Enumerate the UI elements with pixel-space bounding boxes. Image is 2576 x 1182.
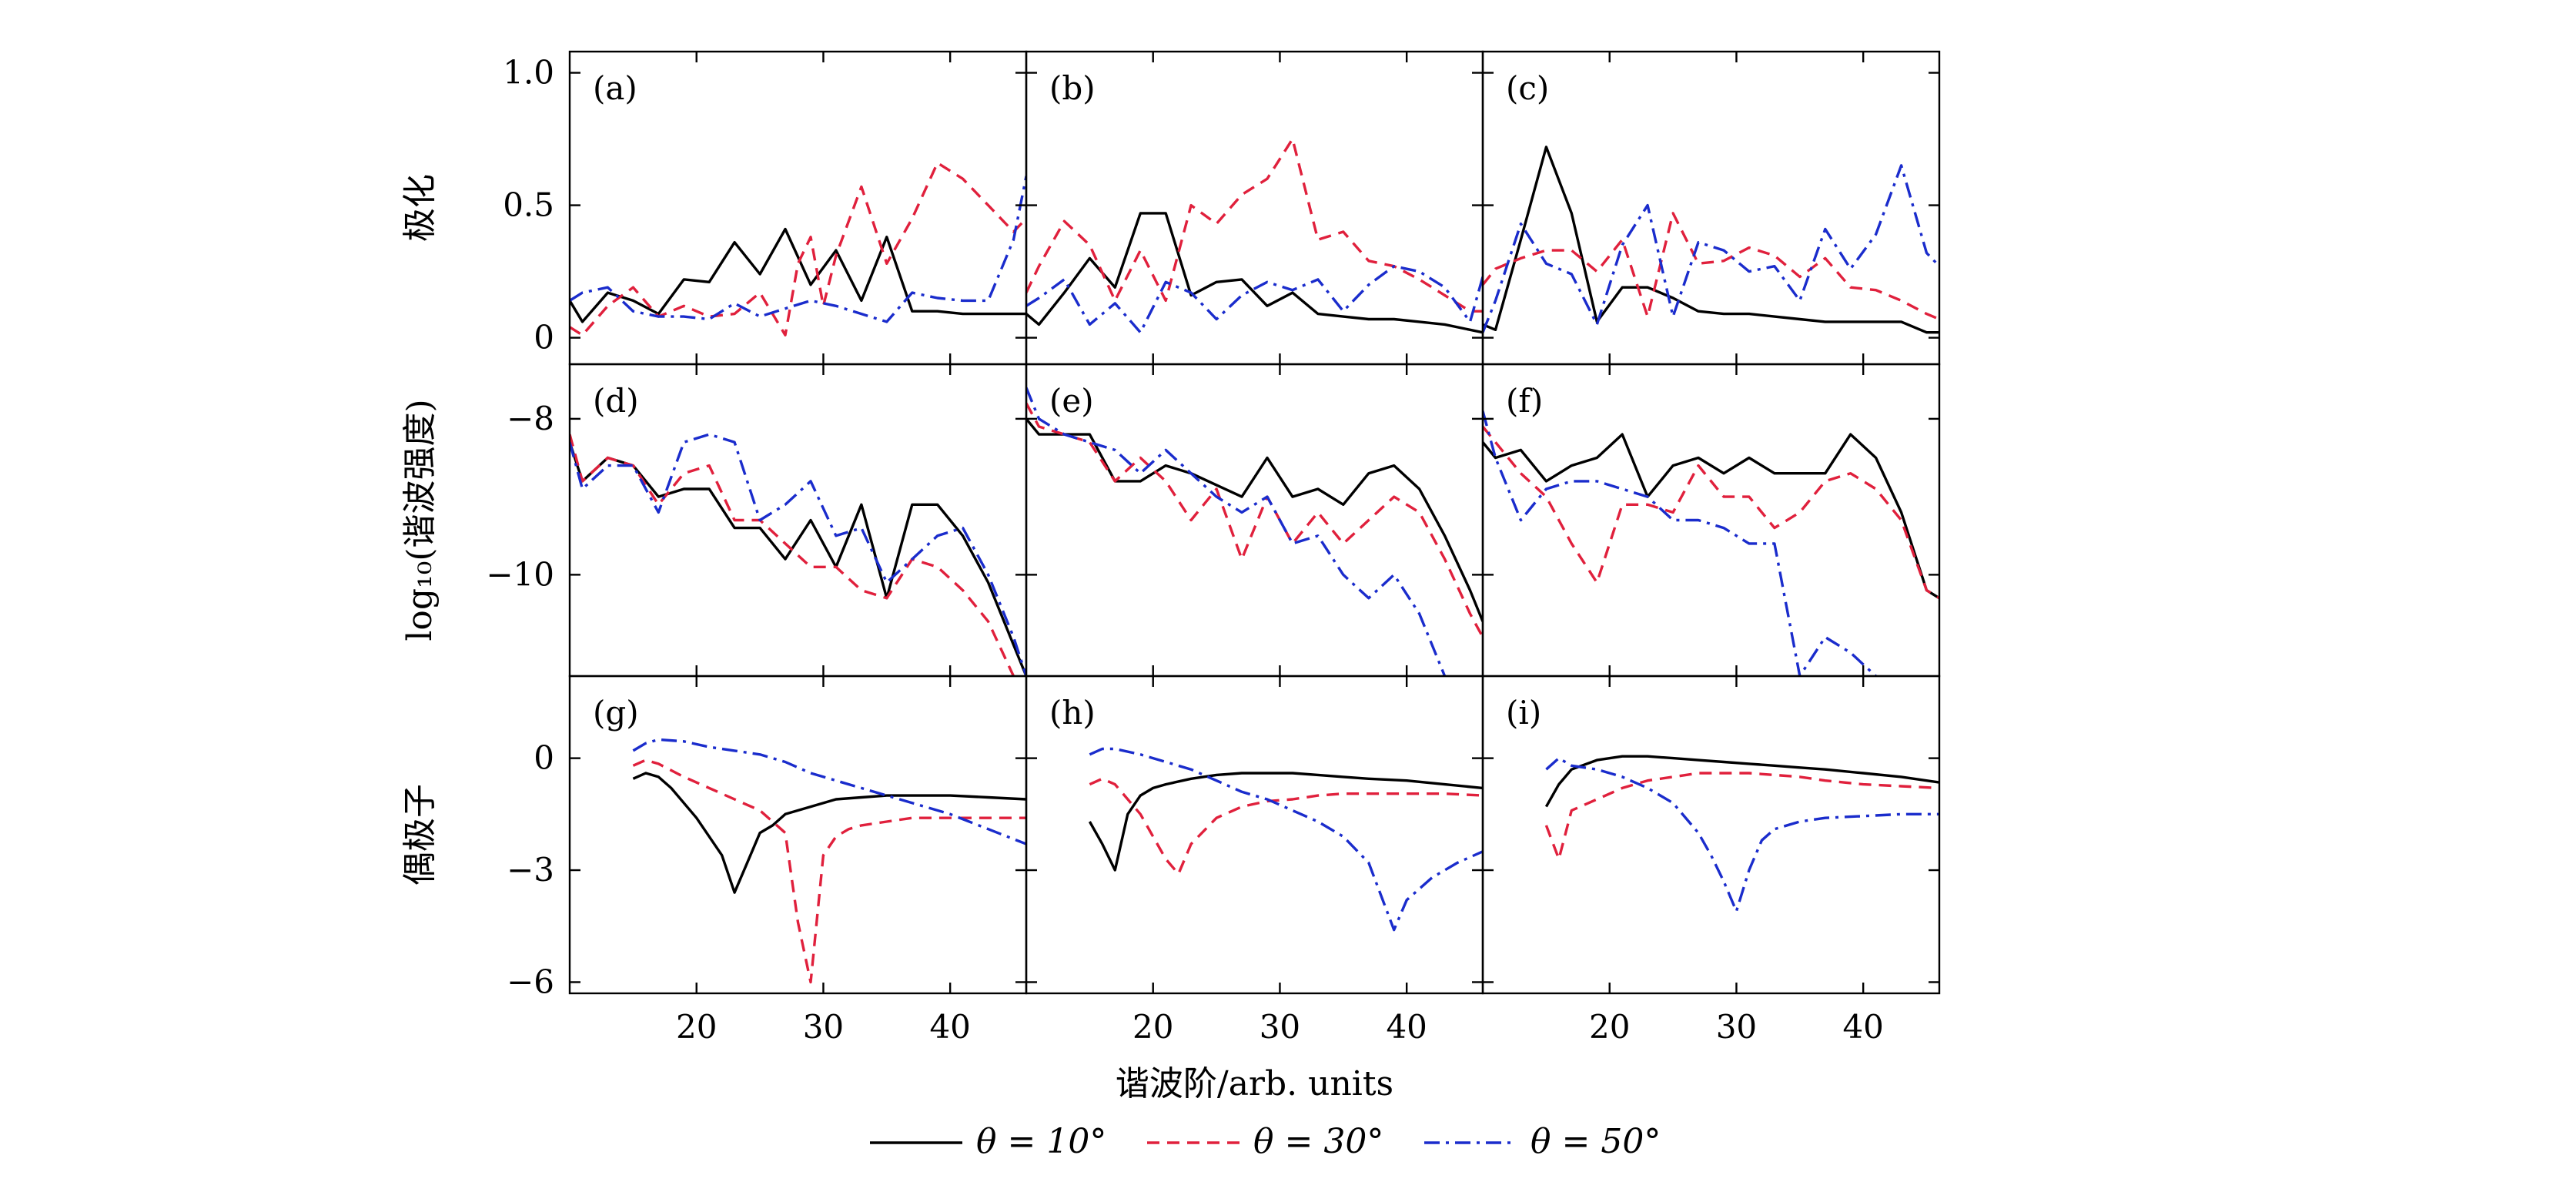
series-line-a-3 xyxy=(570,176,1026,323)
x-tick-label: 40 xyxy=(1842,1008,1883,1046)
panel-e: (e) xyxy=(1025,363,1484,678)
series-line-i-1 xyxy=(1544,755,1939,808)
series-line-h-2 xyxy=(1089,777,1483,876)
series-line-b-2 xyxy=(1026,137,1483,313)
panel-label: (a) xyxy=(593,69,637,107)
series-line-g-2 xyxy=(632,758,1026,984)
y-tick-label: −10 xyxy=(486,555,554,593)
panel-label: (h) xyxy=(1049,694,1096,732)
panel-frame xyxy=(1025,363,1484,678)
panel-d: (d) −8 −10 xyxy=(486,363,1028,678)
y-tick-label: −6 xyxy=(507,963,554,1000)
series-line-a-2 xyxy=(570,161,1026,337)
legend: θ = 10° θ = 30° θ = 50° xyxy=(870,1122,1661,1161)
panels-group: (a) 0 0.5 1.0 (b) (c) (d) −8 −10 (e) (f) (g) 20 30 40 0… xyxy=(486,50,1941,1046)
x-tick-label: 30 xyxy=(803,1008,844,1046)
x-tick-label: 30 xyxy=(1716,1008,1757,1046)
panel-label: (e) xyxy=(1049,382,1094,420)
series-line-e-2 xyxy=(1026,402,1483,638)
series-line-c-2 xyxy=(1483,212,1939,321)
x-axis-title: 谐波阶/arb. units xyxy=(1116,1064,1393,1103)
series-line-d-2 xyxy=(570,434,1015,676)
x-tick-label: 40 xyxy=(1386,1008,1427,1046)
series-line-g-1 xyxy=(632,772,1026,894)
panel-f: (f) xyxy=(1481,363,1941,678)
x-tick-label: 30 xyxy=(1260,1008,1300,1046)
panel-frame xyxy=(1481,50,1941,366)
series-line-d-1 xyxy=(570,441,1026,676)
series-line-h-3 xyxy=(1089,747,1483,932)
panel-g: (g) 20 30 40 0 −3 −6 xyxy=(507,675,1028,1046)
panel-frame xyxy=(568,50,1028,366)
series-line-f-3 xyxy=(1483,410,1878,676)
series-line-a-1 xyxy=(570,227,1026,323)
y-axis-title: 极化 xyxy=(400,174,440,242)
series-line-f-1 xyxy=(1483,433,1939,600)
y-axis-title: 偶极子 xyxy=(400,784,440,886)
x-tick-label: 20 xyxy=(1589,1008,1630,1046)
y-tick-label: 0 xyxy=(534,319,554,357)
legend-entry: θ = 30° xyxy=(1253,1122,1383,1161)
y-tick-label: 0 xyxy=(534,739,554,777)
legend-entry: θ = 10° xyxy=(976,1122,1106,1161)
panel-b: (b) xyxy=(1025,50,1484,366)
series-line-b-1 xyxy=(1026,212,1483,334)
series-line-h-1 xyxy=(1088,772,1483,872)
series-line-g-3 xyxy=(632,738,1026,845)
series-line-c-3 xyxy=(1483,164,1939,333)
series-line-c-1 xyxy=(1483,146,1939,334)
y-tick-label: −8 xyxy=(507,400,554,437)
series-line-f-2 xyxy=(1483,425,1939,600)
panel-c: (c) xyxy=(1481,50,1941,366)
panel-frame xyxy=(1481,675,1941,995)
x-tick-label: 20 xyxy=(676,1008,717,1046)
panel-label: (b) xyxy=(1049,69,1096,107)
panel-h: (h) 20 30 40 xyxy=(1025,675,1484,1046)
panel-label: (g) xyxy=(593,694,639,732)
panel-label: (f) xyxy=(1506,382,1543,420)
x-tick-label: 20 xyxy=(1132,1008,1173,1046)
panel-label: (d) xyxy=(593,382,639,420)
panel-frame xyxy=(1481,363,1941,678)
panel-a: (a) 0 0.5 1.0 xyxy=(503,50,1028,366)
y-axis-title: log₁₀(谐波强度) xyxy=(400,399,440,641)
panel-label: (c) xyxy=(1506,69,1549,107)
panel-i: (i) 20 30 40 xyxy=(1481,675,1941,1046)
series-line-e-3 xyxy=(1026,387,1447,676)
y-tick-label: −3 xyxy=(507,851,554,889)
y-tick-label: 1.0 xyxy=(503,54,554,92)
series-line-i-3 xyxy=(1545,756,1939,913)
y-axis-titles: 极化 log₁₀(谐波强度) 偶极子 xyxy=(400,174,440,886)
series-line-b-3 xyxy=(1026,265,1483,334)
legend-entry: θ = 50° xyxy=(1531,1122,1661,1161)
x-tick-label: 40 xyxy=(929,1008,970,1046)
panel-label: (i) xyxy=(1506,694,1541,732)
series-line-i-2 xyxy=(1544,772,1939,861)
y-tick-label: 0.5 xyxy=(503,186,554,224)
